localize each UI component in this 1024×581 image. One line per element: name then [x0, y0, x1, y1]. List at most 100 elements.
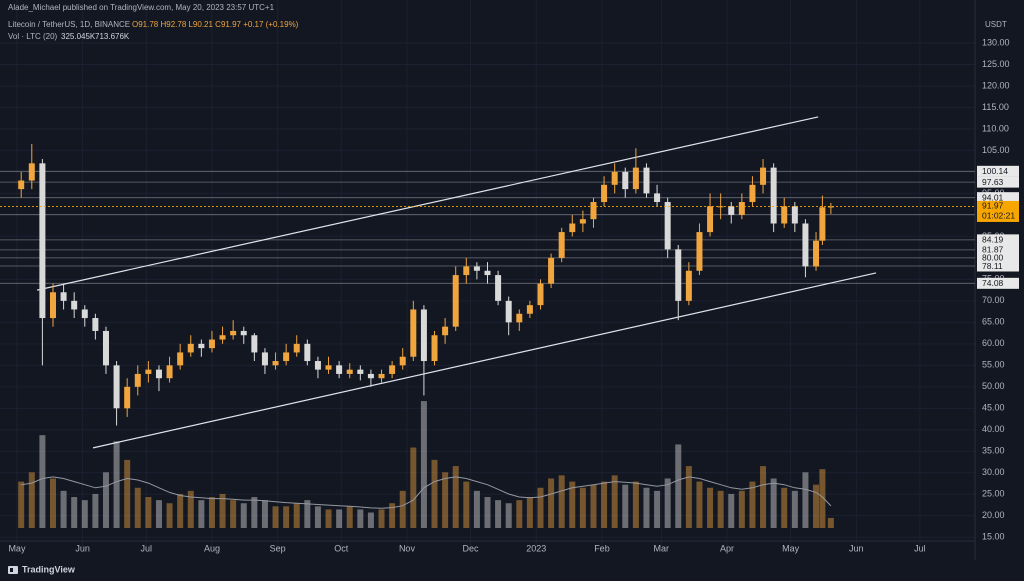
candle-body: [18, 180, 25, 190]
volume-bar: [92, 493, 99, 528]
x-tick-label: Sep: [270, 543, 286, 553]
volume-bar: [558, 475, 565, 528]
volume-bar: [802, 472, 809, 528]
brand-name: TradingView: [22, 564, 76, 574]
y-tick-label: 60.00: [982, 338, 1005, 348]
candle-body: [431, 335, 438, 362]
volume-bar: [654, 490, 661, 528]
candle-body: [827, 206, 834, 208]
volume-bar: [738, 490, 745, 528]
volume-bar: [230, 500, 237, 528]
volume-bar: [827, 517, 834, 528]
candle-body: [707, 206, 714, 233]
candle-body: [590, 202, 597, 220]
volume-bar: [18, 481, 25, 528]
candle-body: [675, 249, 682, 301]
y-tick-label: 125.00: [982, 59, 1010, 69]
candle-body: [696, 232, 703, 271]
volume-bar: [102, 472, 109, 528]
y-tick-label: 120.00: [982, 80, 1010, 90]
volume-bar: [473, 490, 480, 528]
y-tick-label: 35.00: [982, 446, 1005, 456]
volume-bar: [124, 459, 131, 528]
y-tick-label: 45.00: [982, 403, 1005, 413]
level-label: 74.08: [982, 278, 1004, 288]
volume-bar: [526, 497, 533, 528]
candle-body: [770, 167, 777, 224]
volume-bar: [166, 503, 173, 528]
x-tick-label: Jun: [849, 543, 864, 553]
candle-body: [442, 326, 449, 336]
candle-body: [314, 361, 321, 370]
volume-bar: [399, 490, 406, 528]
volume-bar: [452, 466, 459, 528]
volume-bar: [145, 497, 152, 528]
level-label-box: [977, 176, 1019, 188]
candle-body: [261, 352, 268, 366]
candle-body: [537, 283, 544, 306]
candle-body: [389, 365, 396, 374]
volume-bar: [357, 509, 364, 528]
candle-body: [336, 365, 343, 374]
candle-body: [102, 330, 109, 366]
candle-body: [230, 330, 237, 336]
candle-body: [39, 163, 46, 319]
last-price-box: [977, 200, 1019, 222]
candle-body: [664, 202, 671, 250]
candle-body: [293, 343, 300, 353]
candle-body: [601, 184, 608, 203]
candle-body: [208, 339, 215, 349]
volume-bar: [325, 509, 332, 528]
x-tick-label: Jul: [140, 543, 152, 553]
volume-bar: [420, 401, 427, 528]
candle-body: [516, 313, 523, 323]
y-tick-label: 130.00: [982, 37, 1010, 47]
candle-body: [304, 343, 311, 362]
candle-body: [579, 219, 586, 224]
volume-bar: [685, 466, 692, 528]
candle-body: [367, 373, 374, 379]
volume-bar: [251, 497, 258, 528]
y-tick-label: 25.00: [982, 489, 1005, 499]
x-tick-label: Feb: [594, 543, 610, 553]
candle-body: [60, 292, 67, 301]
footer: [0, 560, 1024, 581]
volume-bar: [579, 487, 586, 528]
volume-bar: [537, 487, 544, 528]
volume-bar: [505, 503, 512, 528]
volume-value: 325.045K: [61, 32, 96, 41]
volume-bar: [410, 447, 417, 528]
volume-ma-line: [21, 476, 832, 509]
candle-body: [399, 356, 406, 366]
candle-body: [71, 300, 78, 310]
volume-title: Vol · LTC (20): [8, 32, 58, 41]
candle-body: [155, 369, 162, 379]
volume-bar: [198, 500, 205, 528]
candle-body: [92, 318, 99, 331]
level-label-box: [977, 234, 1019, 246]
volume-bar: [569, 481, 576, 528]
candle-body: [219, 335, 226, 340]
candle-body: [378, 373, 385, 379]
volume-bar: [622, 484, 629, 528]
candle-body: [124, 386, 131, 409]
volume-bar: [590, 484, 597, 528]
volume-bar: [813, 484, 820, 528]
volume-bar: [81, 500, 88, 528]
candle-body: [505, 300, 512, 323]
candle-body: [802, 223, 809, 267]
y-tick-label: 115.00: [982, 102, 1009, 112]
volume-bar: [389, 503, 396, 528]
candle-body: [463, 266, 470, 276]
candle-body: [728, 206, 735, 215]
level-label: 78.11: [982, 261, 1003, 271]
candle-body: [760, 167, 767, 185]
volume-bar: [49, 478, 56, 528]
x-tick-label: Oct: [334, 543, 349, 553]
y-tick-label: 20.00: [982, 510, 1005, 520]
volume-bar: [187, 490, 194, 528]
candle-body: [198, 343, 205, 349]
last-price-label: 91.97: [982, 201, 1004, 211]
x-tick-label: Nov: [399, 543, 416, 553]
